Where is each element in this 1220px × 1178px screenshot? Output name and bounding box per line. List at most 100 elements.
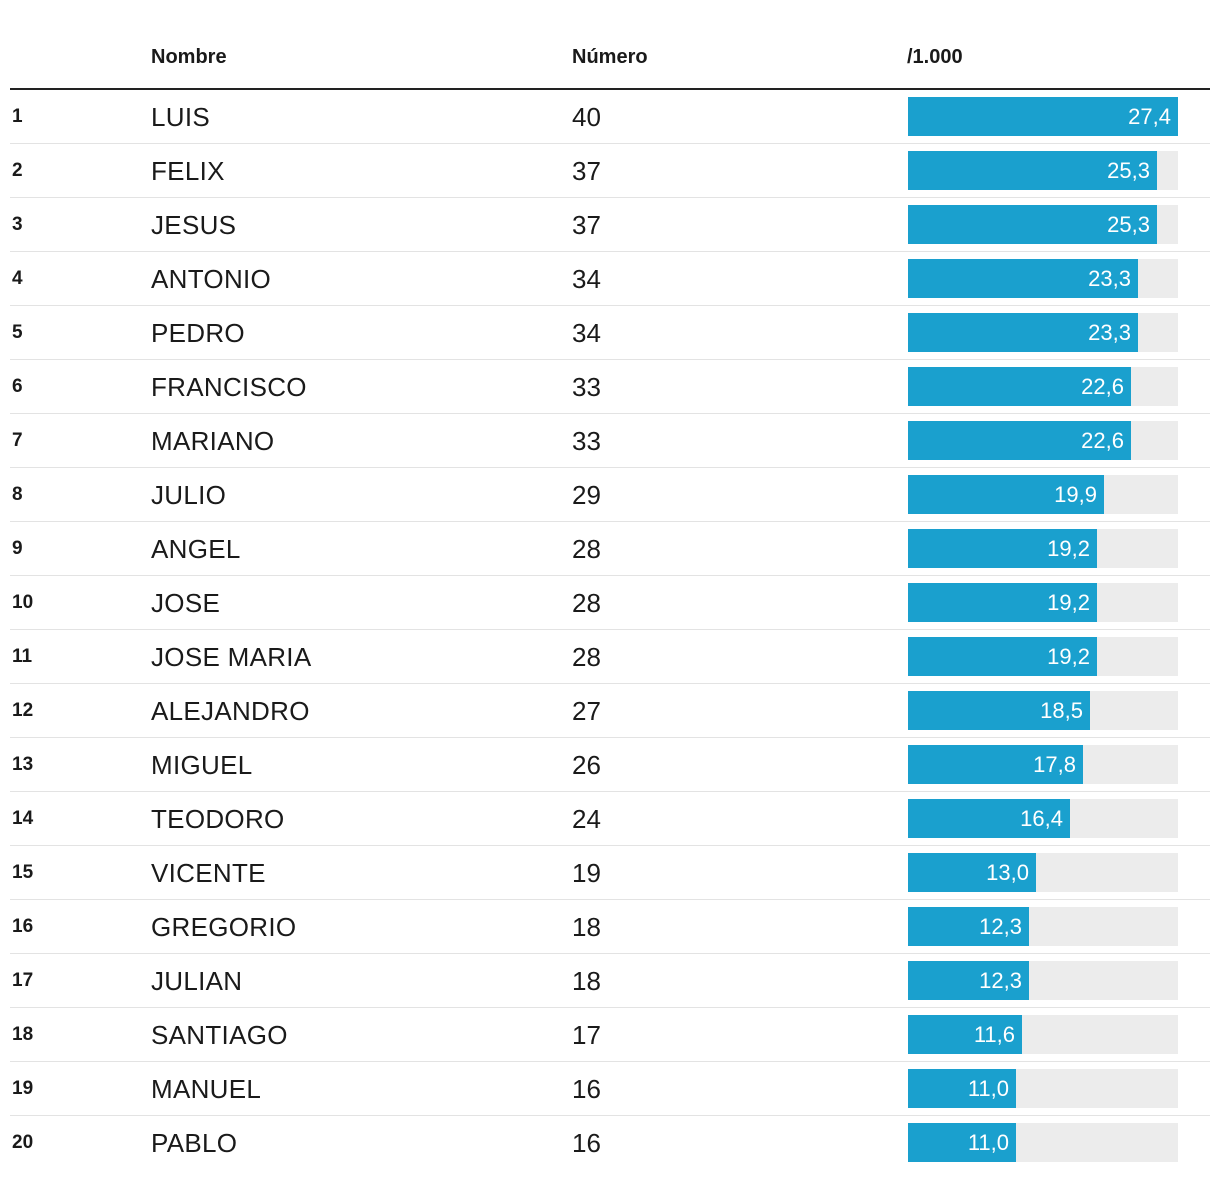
bar-value-label: 18,5 — [1040, 698, 1083, 723]
table-row: 7 MARIANO 33 22,6 — [10, 414, 1210, 468]
name-cell: JESUS — [151, 210, 237, 240]
rank-cell: 14 — [12, 808, 34, 829]
rank-cell: 12 — [12, 700, 34, 721]
rate-bar: 19,2 — [908, 637, 1097, 676]
name-cell: PABLO — [151, 1128, 238, 1158]
table-row: 6 FRANCISCO 33 22,6 — [10, 360, 1210, 414]
name-cell: TEODORO — [151, 804, 285, 834]
number-cell: 16 — [572, 1074, 601, 1104]
bar-value-label: 23,3 — [1088, 266, 1131, 291]
bar-track: 16,4 — [908, 799, 1178, 838]
bar-track: 22,6 — [908, 367, 1178, 406]
number-cell: 33 — [572, 426, 601, 456]
number-cell: 29 — [572, 480, 601, 510]
number-cell: 19 — [572, 858, 601, 888]
rank-cell: 13 — [12, 754, 34, 775]
name-cell: LUIS — [151, 102, 211, 132]
bar-value-label: 19,2 — [1047, 644, 1090, 669]
name-cell: FELIX — [151, 156, 225, 186]
rank-cell: 16 — [12, 916, 34, 937]
name-cell: ANTONIO — [151, 264, 272, 294]
number-cell: 40 — [572, 102, 601, 132]
bar-value-label: 13,0 — [986, 860, 1029, 885]
rate-bar: 23,3 — [908, 259, 1138, 298]
rank-cell: 18 — [12, 1024, 34, 1045]
name-cell: VICENTE — [151, 858, 266, 888]
table-row: 8 JULIO 29 19,9 — [10, 468, 1210, 522]
bar-track: 11,6 — [908, 1015, 1178, 1054]
rate-bar: 13,0 — [908, 853, 1036, 892]
rate-bar: 23,3 — [908, 313, 1138, 352]
rank-cell: 11 — [12, 646, 33, 667]
bar-value-label: 27,4 — [1128, 104, 1171, 129]
bar-value-label: 16,4 — [1020, 806, 1063, 831]
name-cell: JULIO — [151, 480, 227, 510]
name-cell: JULIAN — [151, 966, 243, 996]
bar-track: 12,3 — [908, 907, 1178, 946]
header-rate: /1.000 — [907, 46, 963, 68]
table-row: 4 ANTONIO 34 23,3 — [10, 252, 1210, 306]
name-cell: JOSE MARIA — [151, 642, 312, 672]
number-cell: 18 — [572, 912, 601, 942]
number-cell: 34 — [572, 264, 601, 294]
table-row: 3 JESUS 37 25,3 — [10, 198, 1210, 252]
bar-track: 19,2 — [908, 583, 1178, 622]
rank-cell: 2 — [12, 160, 23, 181]
number-cell: 16 — [572, 1128, 601, 1158]
bar-value-label: 11,6 — [973, 1022, 1015, 1047]
table-row: 18 SANTIAGO 17 11,6 — [10, 1008, 1210, 1062]
bar-track: 13,0 — [908, 853, 1178, 892]
bar-value-label: 19,9 — [1054, 482, 1097, 507]
name-cell: FRANCISCO — [151, 372, 307, 402]
rank-cell: 3 — [12, 214, 23, 235]
bar-track: 22,6 — [908, 421, 1178, 460]
name-cell: JOSE — [151, 588, 221, 618]
number-cell: 28 — [572, 642, 601, 672]
bar-track: 12,3 — [908, 961, 1178, 1000]
rate-bar: 22,6 — [908, 367, 1131, 406]
number-cell: 28 — [572, 534, 601, 564]
bar-value-label: 25,3 — [1107, 212, 1150, 237]
rate-bar: 19,2 — [908, 583, 1097, 622]
number-cell: 18 — [572, 966, 601, 996]
number-cell: 27 — [572, 696, 601, 726]
bar-value-label: 11,0 — [967, 1130, 1009, 1155]
bar-value-label: 19,2 — [1047, 536, 1090, 561]
table-row: 11 JOSE MARIA 28 19,2 — [10, 630, 1210, 684]
table-row: 17 JULIAN 18 12,3 — [10, 954, 1210, 1008]
bar-track: 18,5 — [908, 691, 1178, 730]
number-cell: 26 — [572, 750, 601, 780]
rate-bar: 25,3 — [908, 151, 1157, 190]
header-number: Número — [572, 46, 648, 68]
rank-cell: 5 — [12, 322, 23, 343]
number-cell: 34 — [572, 318, 601, 348]
number-cell: 17 — [572, 1020, 601, 1050]
rank-cell: 19 — [12, 1078, 34, 1099]
bar-track: 27,4 — [908, 97, 1178, 136]
bar-value-label: 25,3 — [1107, 158, 1150, 183]
rate-bar: 16,4 — [908, 799, 1070, 838]
table-row: 19 MANUEL 16 11,0 — [10, 1062, 1210, 1116]
rate-bar: 25,3 — [908, 205, 1157, 244]
name-cell: MANUEL — [151, 1074, 262, 1104]
name-cell: SANTIAGO — [151, 1020, 288, 1050]
rank-cell: 6 — [12, 376, 23, 397]
rank-cell: 9 — [12, 538, 23, 559]
bar-value-label: 22,6 — [1081, 374, 1124, 399]
rate-bar: 18,5 — [908, 691, 1090, 730]
rank-cell: 15 — [12, 862, 34, 883]
table-row: 13 MIGUEL 26 17,8 — [10, 738, 1210, 792]
number-cell: 37 — [572, 210, 601, 240]
bar-track: 23,3 — [908, 259, 1178, 298]
rate-bar: 11,0 — [908, 1069, 1016, 1108]
name-cell: MARIANO — [151, 426, 275, 456]
number-cell: 33 — [572, 372, 601, 402]
number-cell: 24 — [572, 804, 601, 834]
bar-value-label: 22,6 — [1081, 428, 1124, 453]
table-row: 10 JOSE 28 19,2 — [10, 576, 1210, 630]
bar-track: 25,3 — [908, 205, 1178, 244]
number-cell: 28 — [572, 588, 601, 618]
rate-bar: 27,4 — [908, 97, 1178, 136]
bar-track: 23,3 — [908, 313, 1178, 352]
rank-cell: 7 — [12, 430, 23, 451]
